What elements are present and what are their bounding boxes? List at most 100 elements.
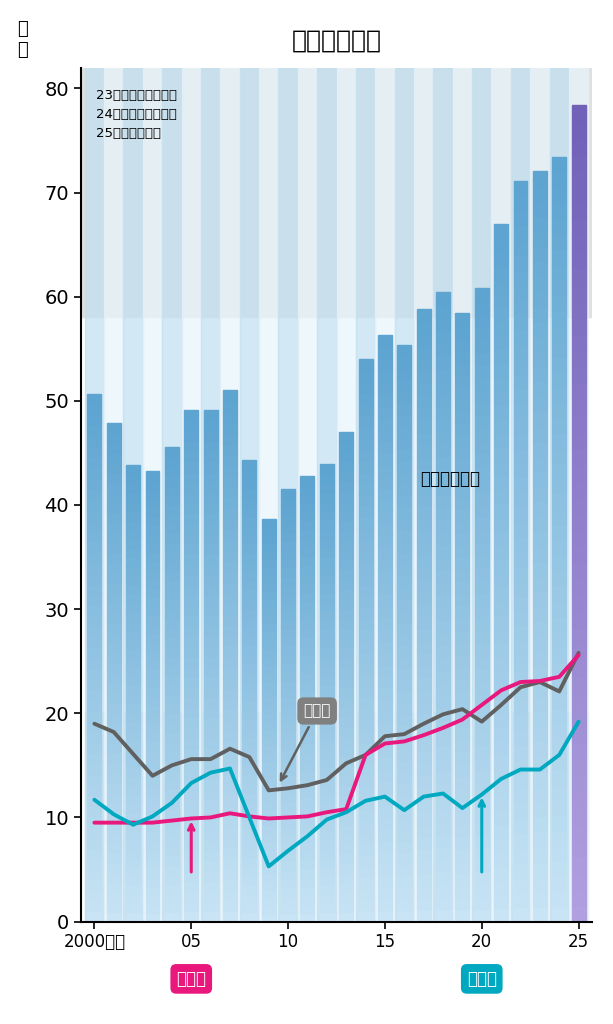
Bar <box>88 721 101 731</box>
Bar <box>397 402 411 414</box>
Bar <box>417 529 431 542</box>
Bar <box>281 585 295 593</box>
Bar <box>397 852 411 864</box>
Bar <box>165 760 179 770</box>
Bar <box>88 478 101 488</box>
Bar <box>552 829 566 845</box>
Bar <box>397 506 411 518</box>
Bar <box>417 420 431 432</box>
Bar <box>165 560 179 570</box>
Bar <box>242 876 256 885</box>
Bar <box>436 531 450 544</box>
Bar <box>414 714 433 922</box>
Bar <box>185 441 198 452</box>
Bar <box>107 822 121 831</box>
Bar <box>320 620 334 629</box>
Bar <box>455 678 470 690</box>
Bar <box>475 896 489 909</box>
Bar <box>107 642 121 652</box>
Bar <box>436 355 450 368</box>
Bar <box>185 768 198 778</box>
Bar <box>378 745 392 758</box>
Bar <box>417 542 431 554</box>
Bar <box>320 712 334 721</box>
Bar <box>514 418 527 433</box>
Bar <box>242 654 256 664</box>
Bar <box>88 393 101 404</box>
Bar <box>107 463 121 473</box>
Bar <box>320 729 334 738</box>
Bar <box>242 608 256 617</box>
Bar <box>339 510 353 520</box>
Bar <box>165 731 179 741</box>
Bar <box>281 852 295 861</box>
Bar <box>475 580 489 592</box>
Bar <box>145 579 159 588</box>
Bar <box>475 605 489 617</box>
Bar <box>145 615 159 624</box>
Bar <box>88 552 101 562</box>
Bar <box>145 669 159 678</box>
Bar <box>126 557 140 566</box>
Bar <box>514 729 527 743</box>
Bar <box>300 672 314 681</box>
Bar <box>242 506 256 515</box>
Bar <box>378 898 392 910</box>
Bar <box>397 379 411 391</box>
Bar <box>223 571 237 582</box>
Bar <box>223 815 237 826</box>
Bar <box>436 582 450 595</box>
Bar <box>417 848 431 860</box>
Bar <box>262 583 276 591</box>
Bar <box>126 593 140 602</box>
Bar <box>262 761 276 768</box>
Bar <box>552 586 566 600</box>
Bar <box>359 450 373 461</box>
Bar <box>320 492 334 501</box>
Bar <box>220 68 240 922</box>
Bar <box>107 592 121 602</box>
Bar <box>436 331 450 343</box>
Bar <box>145 706 159 714</box>
Bar <box>533 726 547 741</box>
Bar <box>145 516 159 524</box>
Bar <box>185 584 198 594</box>
Bar <box>88 573 101 584</box>
Bar <box>145 886 159 895</box>
Bar <box>436 507 450 519</box>
Bar <box>514 225 527 241</box>
Bar <box>436 909 450 922</box>
Bar <box>533 831 547 847</box>
Bar <box>320 510 334 519</box>
Bar <box>145 524 159 534</box>
Bar <box>514 892 527 907</box>
Bar <box>572 693 585 710</box>
Bar <box>339 569 353 579</box>
Bar <box>339 501 353 510</box>
Bar <box>572 840 585 856</box>
Bar <box>395 68 414 922</box>
Bar <box>281 826 295 836</box>
Bar <box>126 657 140 667</box>
Bar <box>320 849 334 857</box>
Bar <box>397 552 411 564</box>
Bar <box>436 708 450 720</box>
Bar <box>494 517 508 530</box>
Bar <box>552 172 566 187</box>
Bar <box>455 861 470 872</box>
Bar <box>552 600 566 615</box>
Bar <box>300 761 314 770</box>
Bar <box>455 411 470 423</box>
Bar <box>320 528 334 538</box>
Bar <box>165 456 179 466</box>
Bar <box>88 457 101 468</box>
Bar <box>417 517 431 529</box>
Bar <box>242 866 256 876</box>
Bar <box>552 463 566 478</box>
Bar <box>475 744 489 757</box>
Bar <box>417 665 431 677</box>
Bar <box>126 684 140 693</box>
Bar <box>339 883 353 892</box>
Bar <box>455 667 470 678</box>
Bar <box>165 666 179 675</box>
